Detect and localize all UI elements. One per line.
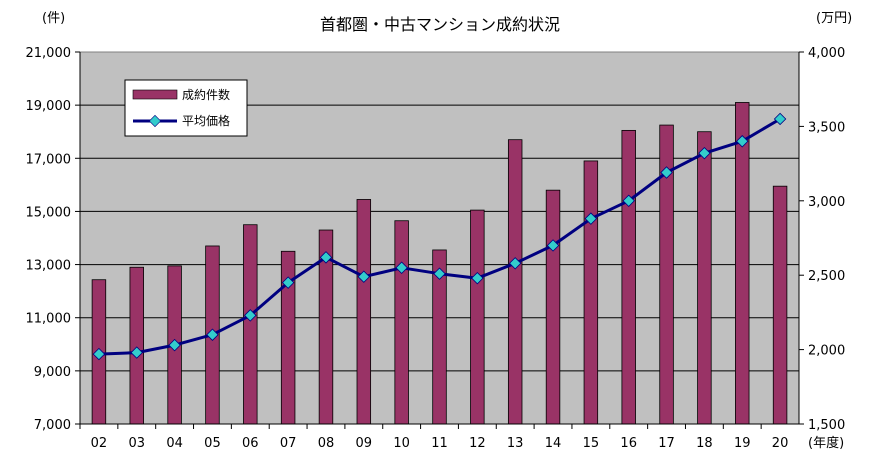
price-point — [168, 338, 181, 352]
price-point — [281, 276, 295, 289]
x-axis-tick-label: 20 — [772, 436, 789, 451]
price-point — [584, 212, 598, 225]
bar — [772, 185, 788, 425]
legend-bar-swatch — [132, 89, 178, 100]
right-axis-unit: (万円) — [816, 11, 852, 26]
x-axis-tick-label: 09 — [356, 436, 373, 451]
right-axis-tick-label: 2,500 — [808, 269, 845, 284]
x-axis-tick-label: 16 — [620, 436, 637, 451]
chart-title: 首都圏・中古マンション成約状況 — [320, 15, 560, 34]
bar — [735, 102, 750, 425]
x-axis-tick-label: 11 — [431, 436, 448, 451]
left-axis-tick-label: 19,000 — [26, 99, 72, 114]
right-axis-tick-label: 1,500 — [808, 418, 845, 433]
legend-bar-label: 成約件数 — [182, 87, 230, 102]
price-point — [660, 166, 673, 179]
bar — [545, 189, 561, 425]
price-point — [92, 347, 106, 361]
price-point — [395, 261, 408, 274]
x-axis-tick-label: 14 — [545, 436, 562, 451]
left-axis-unit: (件) — [42, 11, 65, 26]
left-axis-tick-label: 9,000 — [34, 365, 71, 380]
price-point — [244, 309, 257, 322]
x-axis-tick-label: 12 — [469, 436, 486, 451]
price-point — [206, 328, 219, 341]
gridlines — [80, 104, 799, 372]
x-axis-tick-label: 19 — [734, 436, 751, 451]
x-axis-tick-label: 08 — [318, 436, 335, 451]
bar — [621, 129, 636, 425]
bar — [356, 199, 372, 425]
legend-box — [124, 79, 248, 137]
bar — [243, 224, 258, 425]
x-axis-tick-label: 13 — [507, 436, 524, 451]
line-series — [92, 112, 787, 361]
bar — [697, 131, 712, 425]
x-axis-tick-label: 06 — [242, 436, 259, 451]
left-axis-tick-label: 17,000 — [26, 152, 72, 167]
price-point — [773, 112, 787, 126]
bar — [507, 139, 523, 425]
bar — [394, 220, 409, 425]
x-axis-tick-label: 17 — [658, 436, 675, 451]
legend: 成約件数 平均価格 — [124, 79, 248, 137]
legend-line-marker — [148, 114, 162, 128]
x-axis-tick-label: 07 — [280, 436, 297, 451]
left-axis-tick-label: 11,000 — [26, 312, 72, 327]
right-axis-tick-label: 3,500 — [808, 120, 845, 135]
right-axis-tick-label: 2,000 — [808, 344, 845, 359]
price-point — [508, 257, 522, 270]
axes: 7,000 9,000 11,000 13,000 15,000 17,000 19,000… — [26, 46, 846, 451]
bar — [470, 209, 485, 425]
x-axis-tick-label: 05 — [204, 436, 221, 451]
left-axis-tick-label: 7,000 — [34, 418, 71, 433]
x-axis-unit: (年度) — [808, 435, 844, 451]
left-axis-tick-label: 15,000 — [26, 205, 72, 220]
price-point — [622, 194, 635, 208]
x-axis-tick-label: 18 — [696, 436, 713, 451]
right-axis-tick-label: 4,000 — [808, 46, 845, 61]
price-point — [357, 270, 371, 283]
x-axis-tick-label: 15 — [583, 436, 600, 451]
price-point — [736, 135, 749, 148]
price-point — [433, 267, 446, 280]
price-point — [471, 271, 484, 285]
x-axis-tick-label: 03 — [128, 436, 145, 451]
left-axis-tick-label: 21,000 — [26, 46, 72, 61]
price-point — [546, 239, 560, 252]
price-point — [319, 251, 333, 264]
price-point — [698, 146, 711, 160]
bar — [129, 266, 144, 425]
bar — [583, 160, 599, 425]
left-axis-tick-label: 13,000 — [26, 259, 72, 274]
x-axis-tick-label: 10 — [393, 436, 410, 451]
right-axis-tick-label: 3,000 — [808, 195, 845, 210]
price-point — [130, 346, 143, 359]
x-axis-tick-label: 04 — [166, 436, 183, 451]
legend-line-label: 平均価格 — [182, 113, 230, 128]
x-axis-tick-label: 02 — [91, 436, 108, 451]
